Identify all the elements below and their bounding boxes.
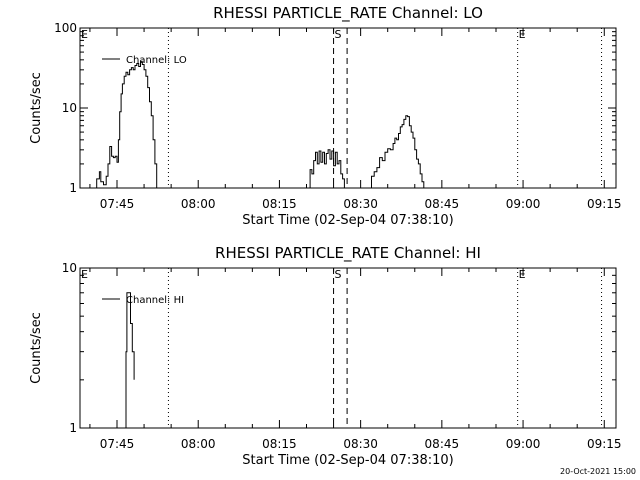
panel-1: RHESSI PARTICLE_RATE Channel: LO Start Ti…: [29, 4, 622, 228]
x-tick-label: 08:15: [262, 197, 297, 211]
x-axis-label: Start Time (02-Sep-04 07:38:10): [242, 213, 453, 228]
marker-label: E: [81, 28, 88, 41]
marker-label: S: [335, 28, 342, 41]
y-axis-label: Counts/sec: [29, 312, 44, 384]
x-tick-label: 08:45: [425, 437, 460, 451]
series-line-segment-1: [94, 61, 158, 189]
series-line-segment-3: [368, 115, 425, 189]
y-tick-label: 1: [69, 421, 77, 435]
x-tick-label: 09:15: [587, 197, 622, 211]
x-tick-label: 08:15: [262, 437, 297, 451]
legend-label: Channel: HI: [126, 295, 184, 306]
y-tick-label: 1: [69, 181, 77, 195]
x-axis-label: Start Time (02-Sep-04 07:38:10): [242, 453, 453, 468]
y-tick-label: 10: [62, 101, 77, 115]
x-tick-label: 09:00: [506, 437, 541, 451]
x-tick-label: 07:45: [100, 437, 135, 451]
legend-label: Channel: LO: [126, 55, 187, 66]
footer-timestamp: 20-Oct-2021 15:00: [560, 467, 636, 476]
marker-label: E: [81, 268, 88, 281]
x-tick-label: 08:45: [425, 197, 460, 211]
marker-label: E: [519, 268, 526, 281]
x-tick-label: 07:45: [100, 197, 135, 211]
y-tick-label: 100: [54, 21, 77, 35]
chart-title: RHESSI PARTICLE_RATE Channel: LO: [213, 4, 483, 23]
series-line-segment-2: [308, 149, 345, 189]
x-tick-label: 08:00: [181, 437, 216, 451]
marker-label: S: [335, 268, 342, 281]
marker-label: E: [519, 28, 526, 41]
chart-title: RHESSI PARTICLE_RATE Channel: HI: [215, 244, 481, 263]
x-tick-label: 08:00: [181, 197, 216, 211]
x-tick-label: 08:30: [343, 437, 378, 451]
x-tick-label: 09:00: [506, 197, 541, 211]
x-tick-label: 09:15: [587, 437, 622, 451]
y-tick-label: 10: [62, 261, 77, 275]
panel-2: RHESSI PARTICLE_RATE Channel: HI Start Ti…: [29, 244, 622, 468]
y-axis-label: Counts/sec: [29, 72, 44, 144]
x-tick-label: 08:30: [343, 197, 378, 211]
plot-frame: [79, 267, 617, 429]
series-line-segment-1: [124, 292, 135, 429]
